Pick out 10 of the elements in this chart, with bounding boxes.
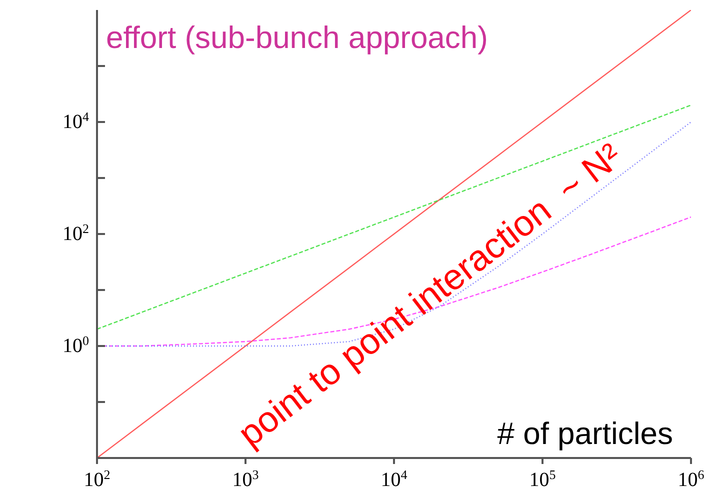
y-tick-label: 10$^{4}$ xyxy=(62,108,90,133)
y-tick-label: 10$^{2}$ xyxy=(62,220,89,245)
x-tick-label: 10$^{2}$ xyxy=(84,466,110,491)
y-axis-title: effort (sub-bunch approach) xyxy=(106,20,488,56)
y-tick-label: 10$^{0}$ xyxy=(62,332,89,357)
x-axis-title: # of particles xyxy=(497,416,673,452)
x-tick-label: 10$^{6}$ xyxy=(678,466,705,491)
x-tick-label: 10$^{3}$ xyxy=(232,466,259,491)
x-tick-label: 10$^{4}$ xyxy=(380,466,408,491)
x-tick-label: 10$^{5}$ xyxy=(529,466,556,491)
